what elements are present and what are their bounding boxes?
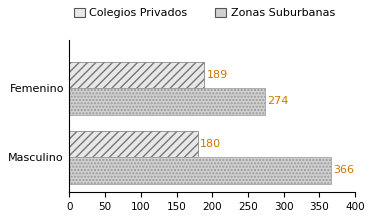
Bar: [69, 131, 198, 157]
Bar: [69, 157, 331, 184]
Text: 189: 189: [207, 70, 228, 80]
Text: 180: 180: [200, 139, 221, 149]
Text: 274: 274: [267, 97, 289, 107]
Bar: [69, 88, 265, 115]
Text: 366: 366: [333, 165, 354, 176]
Bar: [69, 62, 205, 88]
Legend: Colegios Privados, Zonas Suburbanas: Colegios Privados, Zonas Suburbanas: [69, 3, 339, 23]
